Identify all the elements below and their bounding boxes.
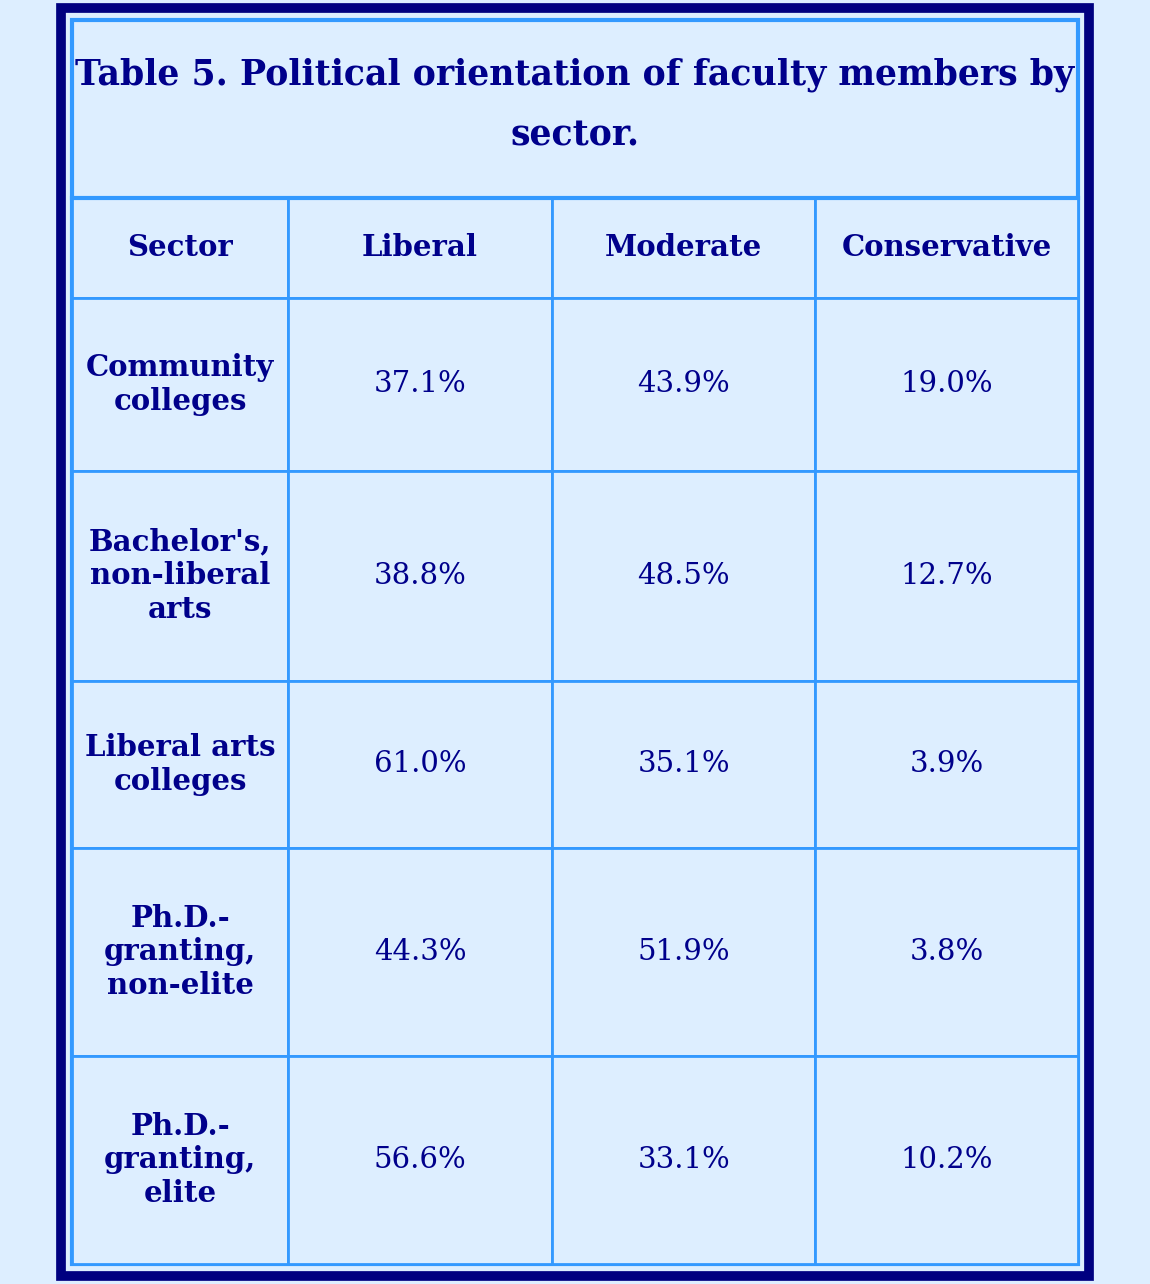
FancyBboxPatch shape: [289, 847, 552, 1055]
Text: Liberal: Liberal: [362, 234, 478, 262]
FancyBboxPatch shape: [815, 298, 1078, 470]
FancyBboxPatch shape: [72, 681, 289, 847]
FancyBboxPatch shape: [61, 8, 1089, 1276]
FancyBboxPatch shape: [552, 470, 815, 681]
Text: Community
colleges: Community colleges: [86, 353, 275, 416]
FancyBboxPatch shape: [552, 298, 815, 470]
Text: Ph.D.-
granting,
non-elite: Ph.D.- granting, non-elite: [104, 904, 256, 1000]
FancyBboxPatch shape: [552, 198, 815, 298]
Text: Liberal arts
colleges: Liberal arts colleges: [85, 733, 276, 796]
Text: 43.9%: 43.9%: [637, 370, 730, 398]
Text: Ph.D.-
granting,
elite: Ph.D.- granting, elite: [104, 1112, 256, 1208]
Text: 37.1%: 37.1%: [374, 370, 467, 398]
Text: 3.9%: 3.9%: [910, 750, 983, 778]
FancyBboxPatch shape: [289, 298, 552, 470]
Text: Bachelor's,
non-liberal
arts: Bachelor's, non-liberal arts: [89, 528, 271, 624]
Text: 51.9%: 51.9%: [637, 937, 730, 966]
Text: Conservative: Conservative: [842, 234, 1052, 262]
Text: 35.1%: 35.1%: [637, 750, 730, 778]
Text: Sector: Sector: [128, 234, 233, 262]
Text: sector.: sector.: [511, 118, 639, 152]
Text: Moderate: Moderate: [605, 234, 762, 262]
FancyBboxPatch shape: [815, 681, 1078, 847]
Text: 19.0%: 19.0%: [900, 370, 992, 398]
Text: 3.8%: 3.8%: [910, 937, 983, 966]
Text: 44.3%: 44.3%: [374, 937, 467, 966]
FancyBboxPatch shape: [72, 470, 289, 681]
FancyBboxPatch shape: [552, 1055, 815, 1263]
FancyBboxPatch shape: [72, 1055, 289, 1263]
FancyBboxPatch shape: [815, 470, 1078, 681]
FancyBboxPatch shape: [289, 681, 552, 847]
FancyBboxPatch shape: [815, 847, 1078, 1055]
FancyBboxPatch shape: [815, 198, 1078, 298]
FancyBboxPatch shape: [815, 1055, 1078, 1263]
Text: 56.6%: 56.6%: [374, 1145, 467, 1174]
Text: Table 5. Political orientation of faculty members by: Table 5. Political orientation of facult…: [76, 58, 1074, 92]
FancyBboxPatch shape: [72, 21, 1078, 1263]
FancyBboxPatch shape: [72, 198, 289, 298]
Text: 38.8%: 38.8%: [374, 561, 467, 589]
Text: 33.1%: 33.1%: [637, 1145, 730, 1174]
FancyBboxPatch shape: [72, 847, 289, 1055]
FancyBboxPatch shape: [552, 681, 815, 847]
Text: 12.7%: 12.7%: [900, 561, 992, 589]
FancyBboxPatch shape: [289, 198, 552, 298]
FancyBboxPatch shape: [289, 1055, 552, 1263]
FancyBboxPatch shape: [289, 470, 552, 681]
FancyBboxPatch shape: [72, 298, 289, 470]
Text: 48.5%: 48.5%: [637, 561, 730, 589]
FancyBboxPatch shape: [552, 847, 815, 1055]
Text: 10.2%: 10.2%: [900, 1145, 992, 1174]
Text: 61.0%: 61.0%: [374, 750, 467, 778]
